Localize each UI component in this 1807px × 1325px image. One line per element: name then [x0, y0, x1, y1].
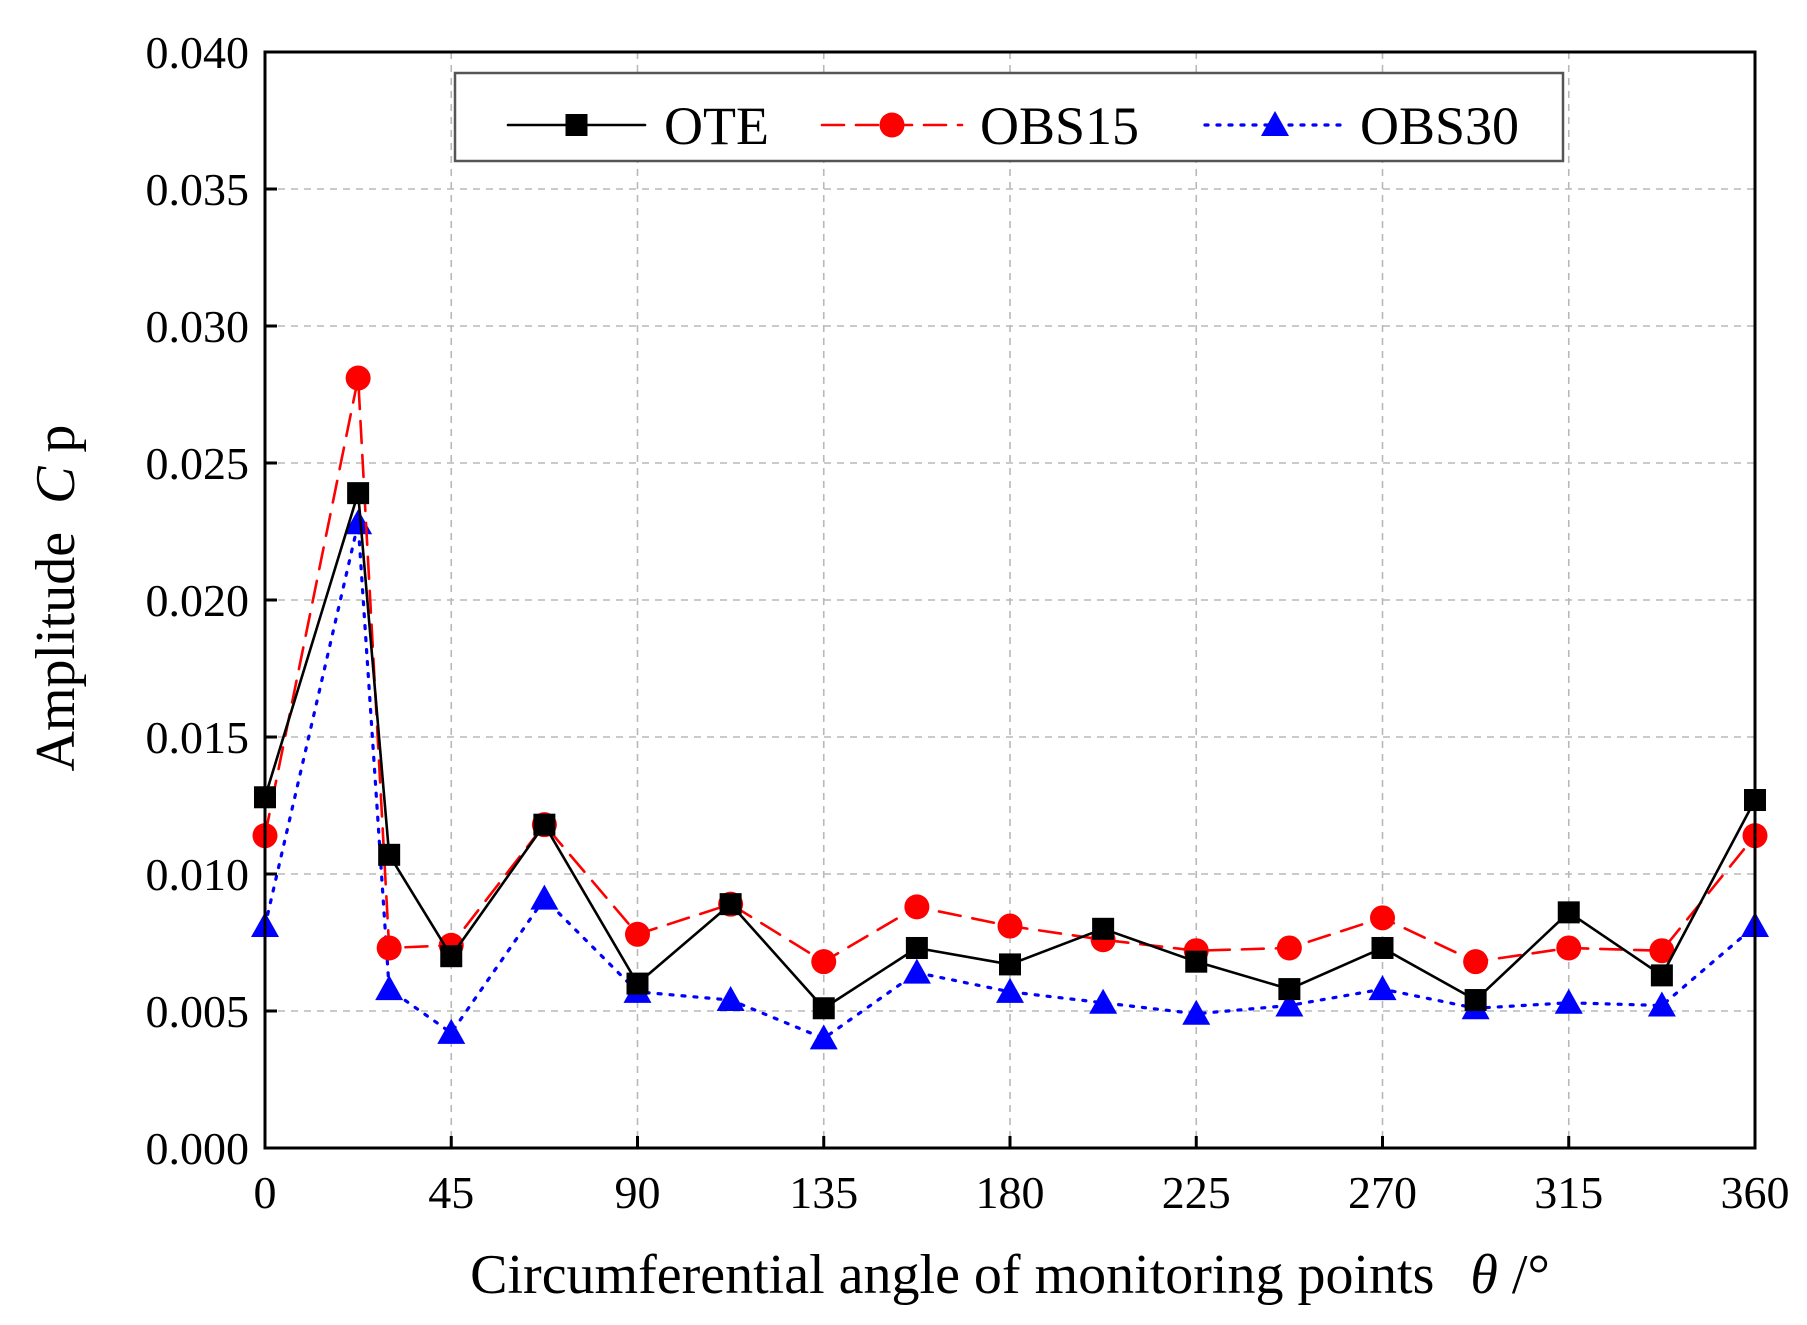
x-tick-label: 135 [789, 1167, 858, 1218]
series-layer [251, 365, 1769, 1050]
legend-marker-obs15 [879, 112, 905, 138]
data-point-ote [1278, 978, 1301, 1001]
data-point-ote [812, 997, 835, 1020]
y-tick-label: 0.025 [146, 438, 250, 489]
data-point-obs30 [375, 975, 404, 1001]
ticks: 0 45 90 135 180 225 270 315 360 0.000 0.005 0.010 0.… [146, 27, 1790, 1218]
y-tick-label: 0.020 [146, 575, 250, 626]
data-point-obs15 [1649, 938, 1675, 964]
legend-label-obs15: OBS15 [980, 96, 1139, 156]
data-point-ote [1464, 989, 1487, 1012]
x-tick-label: 225 [1162, 1167, 1231, 1218]
data-point-ote [719, 893, 742, 916]
data-point-obs30 [996, 977, 1024, 1003]
y-axis-subscript: p [25, 425, 87, 453]
x-tick-label: 315 [1534, 1167, 1603, 1218]
series-ote [254, 482, 1766, 1020]
series-obs30 [251, 509, 1769, 1050]
data-point-ote [1371, 936, 1394, 959]
series-line-obs30 [263, 521, 1757, 1041]
x-tick-label: 0 [254, 1167, 277, 1218]
y-tick-label: 0.000 [146, 1123, 250, 1174]
data-point-obs30 [1554, 988, 1583, 1014]
data-point-obs15 [376, 935, 402, 961]
data-point-obs30 [1368, 975, 1397, 1001]
x-tick-label: 90 [615, 1167, 661, 1218]
data-point-ote [905, 936, 928, 959]
data-point-obs30 [437, 1018, 466, 1044]
x-tick-label: 360 [1721, 1167, 1790, 1218]
x-axis-label: Circumferential angle of monitoring poin… [470, 1244, 1434, 1306]
x-axis-symbol: θ [1470, 1244, 1498, 1306]
legend-marker-obs30 [1261, 111, 1289, 136]
legend-label-ote: OTE [664, 96, 769, 156]
data-point-obs30 [809, 1024, 838, 1050]
data-point-obs15 [1276, 935, 1302, 961]
data-point-ote [626, 972, 649, 995]
data-point-ote [999, 953, 1021, 976]
data-point-obs15 [1463, 949, 1489, 975]
data-point-obs15 [1556, 935, 1582, 961]
legend-box [453, 71, 1565, 163]
data-point-ote [1557, 901, 1580, 924]
x-tick-label: 45 [428, 1167, 474, 1218]
y-tick-label: 0.005 [146, 986, 250, 1037]
series-line-ote [263, 491, 1757, 1010]
legend-label-obs30: OBS30 [1360, 96, 1519, 156]
data-point-obs15 [345, 365, 371, 391]
data-point-obs15 [1370, 905, 1395, 931]
y-tick-label: 0.015 [146, 712, 250, 763]
data-point-obs30 [1647, 991, 1676, 1017]
data-point-ote [1185, 950, 1208, 973]
data-point-obs15 [997, 913, 1023, 939]
data-point-ote [440, 945, 463, 968]
x-axis-unit: /° [1512, 1244, 1550, 1306]
y-axis-label: Amplitude [25, 532, 87, 772]
legend-item-obs15: OBS15 [820, 96, 1139, 156]
grid [265, 52, 1755, 1148]
y-tick-label: 0.040 [146, 27, 250, 78]
data-point-obs30 [1182, 999, 1211, 1025]
data-point-obs15 [625, 921, 650, 947]
legend-marker-ote [565, 114, 588, 136]
data-point-obs30 [1089, 988, 1118, 1014]
y-tick-label: 0.030 [146, 301, 250, 352]
data-point-obs30 [902, 958, 931, 984]
legend-item-obs30: OBS30 [1203, 96, 1519, 156]
data-point-ote [533, 813, 556, 836]
data-point-obs30 [716, 986, 745, 1012]
x-axis-title: Circumferential angle of monitoring poin… [470, 1244, 1550, 1306]
data-point-ote [1650, 964, 1673, 987]
data-point-obs30 [1275, 991, 1304, 1017]
y-axis-title: Amplitude C p [25, 425, 87, 772]
y-tick-label: 0.010 [146, 849, 250, 900]
y-tick-label: 0.035 [146, 164, 250, 215]
x-tick-label: 270 [1348, 1167, 1417, 1218]
data-point-obs30 [530, 884, 559, 910]
data-point-ote [1092, 917, 1115, 940]
legend: OTE OBS15 OBS30 [453, 71, 1565, 163]
y-axis-symbol: C [25, 466, 87, 504]
legend-item-ote: OTE [506, 96, 769, 156]
data-point-ote [378, 843, 401, 866]
data-point-ote [347, 482, 370, 505]
x-tick-label: 180 [976, 1167, 1045, 1218]
data-point-obs15 [811, 949, 837, 975]
data-point-obs15 [904, 894, 930, 920]
